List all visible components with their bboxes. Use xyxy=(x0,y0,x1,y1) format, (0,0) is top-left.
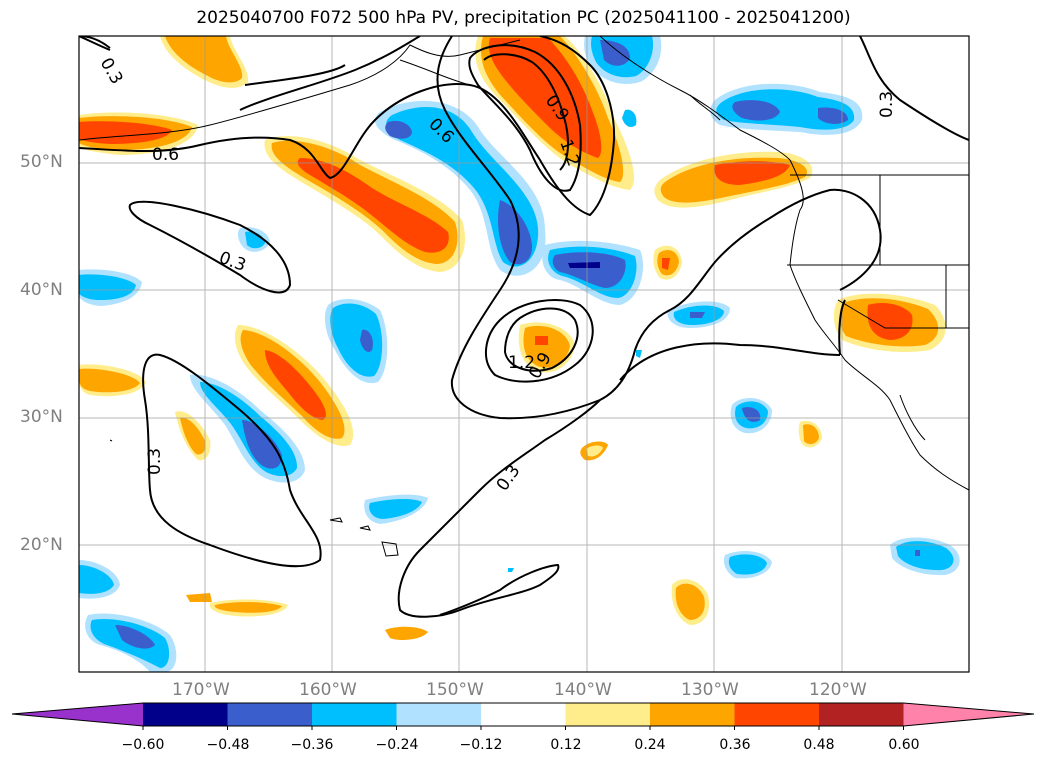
lon-label: 160°W xyxy=(299,680,357,700)
colorbar-tick-label: 0.60 xyxy=(888,737,920,753)
contour-label: 0.3 xyxy=(145,448,165,475)
colorbar-tick-label: 0.12 xyxy=(550,737,582,753)
lat-label: 40°N xyxy=(20,280,63,300)
map-title: 2025040700 F072 500 hPa PV, precipitatio… xyxy=(196,8,851,28)
colorbar-tick-label: −0.48 xyxy=(206,737,250,753)
lat-label: 50°N xyxy=(20,152,63,172)
lat-label: 20°N xyxy=(20,535,63,555)
colorbar-tick-label: −0.60 xyxy=(121,737,165,753)
contour-label: 1.2 xyxy=(508,353,535,373)
contour-label: 0.6 xyxy=(152,145,179,165)
colorbar-segment xyxy=(734,703,820,726)
colorbar-segment xyxy=(12,703,143,726)
colorbar-tick-label: 0.24 xyxy=(634,737,666,753)
colorbar-segment xyxy=(227,703,313,726)
colorbar-tick-label: 0.48 xyxy=(803,737,835,753)
lon-label: 140°W xyxy=(554,680,612,700)
contour-label: 0.3 xyxy=(877,91,897,118)
colorbar-segment xyxy=(650,703,735,726)
lon-label: 150°W xyxy=(426,680,484,700)
colorbar-segment xyxy=(565,703,651,726)
coastlines xyxy=(79,36,969,557)
colorbar-segment xyxy=(396,703,482,726)
colorbar-segment xyxy=(903,703,1034,726)
precipitation-shading xyxy=(79,36,960,672)
lon-label: 170°W xyxy=(172,680,230,700)
colorbar-tick-label: −0.36 xyxy=(290,737,334,753)
lon-label: 120°W xyxy=(809,680,867,700)
colorbar-tick-label: −0.24 xyxy=(375,737,419,753)
colorbar-segment xyxy=(481,703,566,726)
colorbar-tick-label: −0.12 xyxy=(459,737,503,753)
pv-contours xyxy=(79,36,969,618)
lat-label: 30°N xyxy=(20,407,63,427)
lon-label: 130°W xyxy=(681,680,739,700)
colorbar-segment xyxy=(143,703,228,726)
colorbar-segment xyxy=(819,703,904,726)
map-frame xyxy=(78,35,970,673)
colorbar-tick-label: 0.36 xyxy=(719,737,751,753)
colorbar xyxy=(11,702,1035,730)
colorbar-segment xyxy=(312,703,397,726)
